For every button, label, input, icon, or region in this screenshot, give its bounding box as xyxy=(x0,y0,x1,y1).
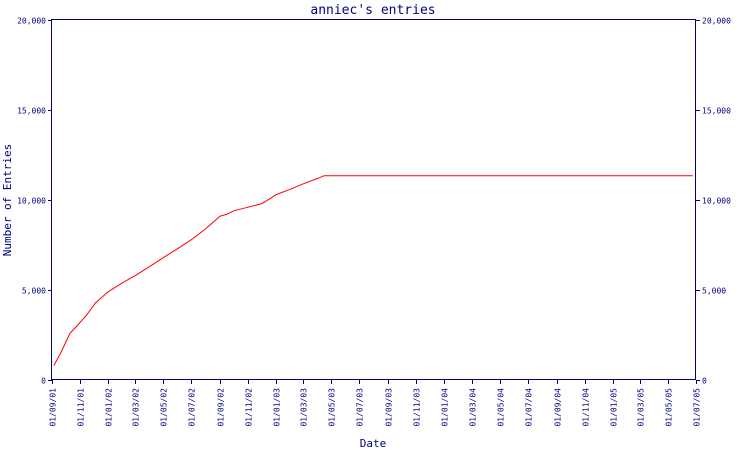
y-axis-label: Number of Entries xyxy=(1,144,14,257)
x-tick-label: 01/03/05 xyxy=(637,388,646,427)
y-axis-right: 0 5,000 10,000 15,000 20,000 xyxy=(696,17,731,386)
x-axis-label: Date xyxy=(360,437,387,450)
y-tick-label-left: 10,000 xyxy=(17,197,46,206)
x-tick-label: 01/01/05 xyxy=(610,388,619,427)
y-tick-label-right: 0 xyxy=(702,377,707,386)
x-tick-label: 01/05/04 xyxy=(497,388,506,427)
x-tick-label: 01/09/04 xyxy=(554,388,563,427)
y-tick-label-right: 10,000 xyxy=(702,197,731,206)
x-tick-label: 01/07/05 xyxy=(693,388,702,427)
x-tick-label: 01/11/03 xyxy=(413,388,422,427)
x-tick-label: 01/05/03 xyxy=(328,388,337,427)
series-line xyxy=(53,175,693,366)
x-tick-label: 01/01/04 xyxy=(441,388,450,427)
x-tick-label: 01/07/03 xyxy=(356,388,365,427)
y-axis-left: 0 5,000 10,000 15,000 20,000 xyxy=(17,17,52,386)
x-tick-label: 01/11/04 xyxy=(582,388,591,427)
y-tick-label-left: 5,000 xyxy=(22,287,46,296)
x-tick-label: 01/05/05 xyxy=(665,388,674,427)
x-tick-label: 01/11/02 xyxy=(245,388,254,427)
x-tick-label: 01/11/01 xyxy=(77,388,86,427)
x-tick-label: 01/05/02 xyxy=(160,388,169,427)
y-tick-label-right: 5,000 xyxy=(702,287,726,296)
chart-title: anniec's entries xyxy=(310,3,435,18)
y-tick-label-left: 0 xyxy=(41,377,46,386)
series-layer xyxy=(53,175,693,366)
y-tick-label-left: 20,000 xyxy=(17,17,46,26)
y-tick-label-left: 15,000 xyxy=(17,107,46,116)
x-axis: 01/09/01 01/11/01 01/01/02 01/03/02 01/05/02… xyxy=(49,380,702,427)
x-tick-label: 01/09/01 xyxy=(49,388,58,427)
x-tick-label: 01/01/03 xyxy=(273,388,282,427)
x-tick-label: 01/03/03 xyxy=(300,388,309,427)
y-tick-label-right: 15,000 xyxy=(702,107,731,116)
x-tick-label: 01/03/04 xyxy=(469,388,478,427)
plot-area-frame xyxy=(51,19,696,380)
y-tick-label-right: 20,000 xyxy=(702,17,731,26)
x-tick-label: 01/09/03 xyxy=(385,388,394,427)
x-tick-label: 01/01/02 xyxy=(105,388,114,427)
x-tick-label: 01/03/02 xyxy=(132,388,141,427)
x-tick-label: 01/09/02 xyxy=(217,388,226,427)
x-tick-label: 01/07/02 xyxy=(188,388,197,427)
x-tick-label: 01/07/04 xyxy=(525,388,534,427)
